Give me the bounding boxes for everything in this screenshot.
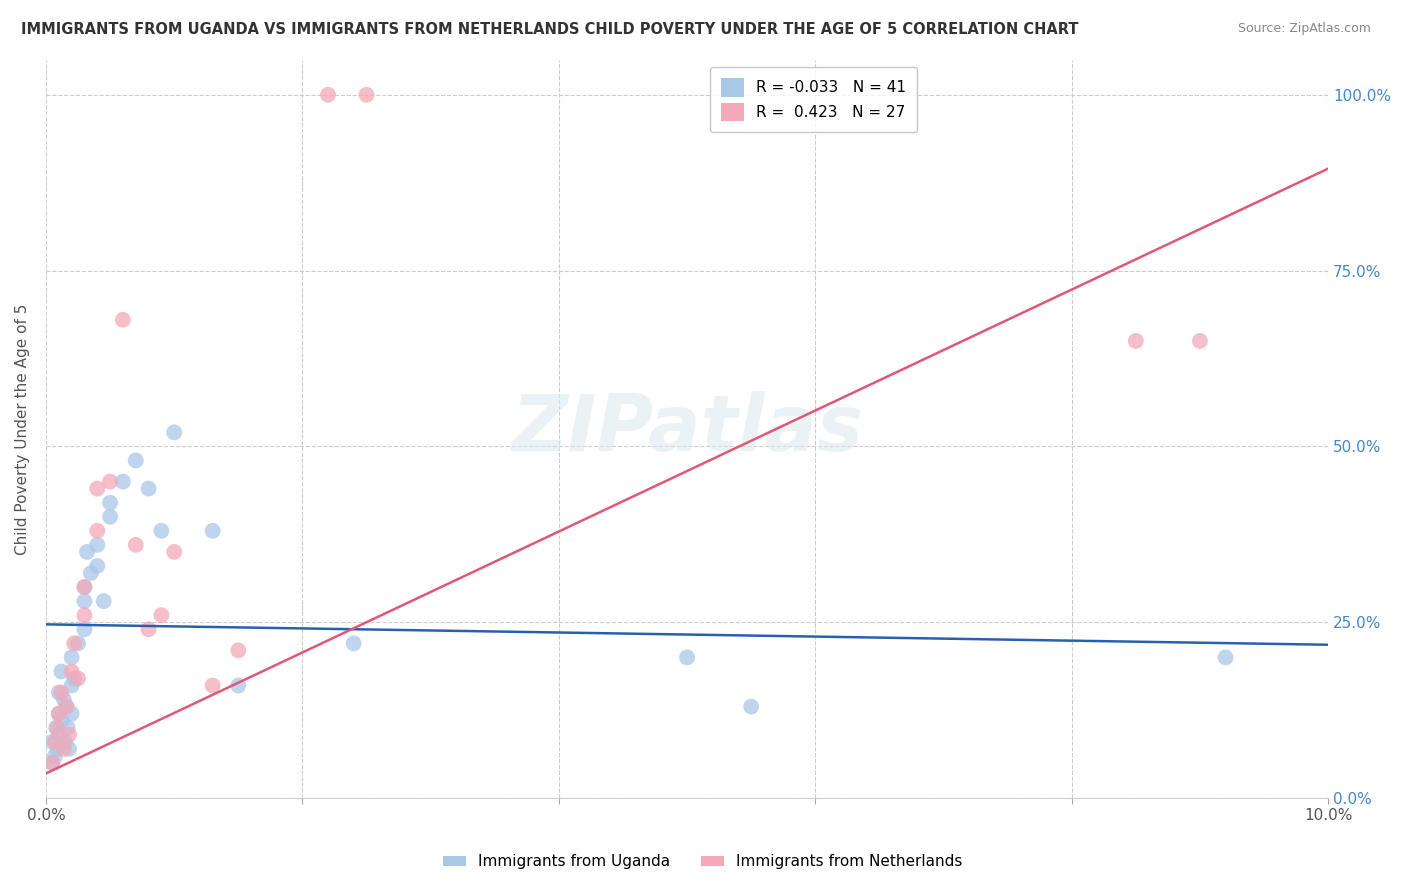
- Point: [60, 706, 83, 721]
- Point: [41, 756, 63, 770]
- Point: [138, 482, 160, 496]
- Text: IMMIGRANTS FROM UGANDA VS IMMIGRANTS FROM NETHERLANDS CHILD POVERTY UNDER THE AG: IMMIGRANTS FROM UGANDA VS IMMIGRANTS FRO…: [21, 22, 1078, 37]
- Point: [41, 756, 63, 770]
- Point: [163, 545, 186, 559]
- Point: [58, 741, 80, 756]
- Point: [48, 685, 70, 699]
- Point: [76, 545, 98, 559]
- Point: [66, 636, 89, 650]
- Point: [53, 735, 76, 749]
- Point: [676, 650, 699, 665]
- Point: [46, 721, 69, 735]
- Point: [48, 706, 70, 721]
- Point: [44, 748, 66, 763]
- Point: [66, 672, 89, 686]
- Point: [150, 524, 173, 538]
- Point: [73, 608, 96, 623]
- Point: [55, 699, 77, 714]
- Point: [73, 594, 96, 608]
- Point: [356, 87, 378, 102]
- Point: [73, 580, 96, 594]
- Point: [41, 735, 63, 749]
- Point: [63, 636, 86, 650]
- Point: [51, 665, 73, 679]
- Point: [125, 453, 148, 467]
- Point: [48, 728, 70, 742]
- Point: [48, 706, 70, 721]
- Legend: R = -0.033   N = 41, R =  0.423   N = 27: R = -0.033 N = 41, R = 0.423 N = 27: [710, 67, 917, 132]
- Point: [51, 685, 73, 699]
- Point: [316, 87, 339, 102]
- Point: [51, 714, 73, 728]
- Point: [226, 679, 249, 693]
- Point: [52, 692, 75, 706]
- Point: [98, 475, 121, 489]
- Point: [45, 721, 67, 735]
- Point: [86, 482, 108, 496]
- Point: [63, 672, 86, 686]
- Y-axis label: Child Poverty Under the Age of 5: Child Poverty Under the Age of 5: [15, 303, 30, 555]
- Point: [44, 735, 66, 749]
- Point: [73, 580, 96, 594]
- Point: [98, 509, 121, 524]
- Point: [86, 538, 108, 552]
- Point: [201, 524, 224, 538]
- Point: [46, 741, 69, 756]
- Point: [163, 425, 186, 440]
- Point: [80, 566, 103, 580]
- Point: [111, 313, 134, 327]
- Point: [740, 699, 762, 714]
- Point: [60, 665, 83, 679]
- Point: [55, 699, 77, 714]
- Point: [1215, 650, 1237, 665]
- Legend: Immigrants from Uganda, Immigrants from Netherlands: Immigrants from Uganda, Immigrants from …: [437, 848, 969, 875]
- Point: [343, 636, 366, 650]
- Point: [138, 622, 160, 636]
- Point: [226, 643, 249, 657]
- Point: [86, 524, 108, 538]
- Point: [111, 475, 134, 489]
- Point: [125, 538, 148, 552]
- Point: [73, 622, 96, 636]
- Point: [60, 679, 83, 693]
- Text: ZIPatlas: ZIPatlas: [510, 391, 863, 467]
- Point: [1125, 334, 1147, 348]
- Point: [93, 594, 115, 608]
- Point: [201, 679, 224, 693]
- Point: [86, 559, 108, 574]
- Point: [150, 608, 173, 623]
- Point: [98, 496, 121, 510]
- Text: Source: ZipAtlas.com: Source: ZipAtlas.com: [1237, 22, 1371, 36]
- Point: [1188, 334, 1211, 348]
- Point: [60, 650, 83, 665]
- Point: [58, 728, 80, 742]
- Point: [52, 741, 75, 756]
- Point: [56, 721, 79, 735]
